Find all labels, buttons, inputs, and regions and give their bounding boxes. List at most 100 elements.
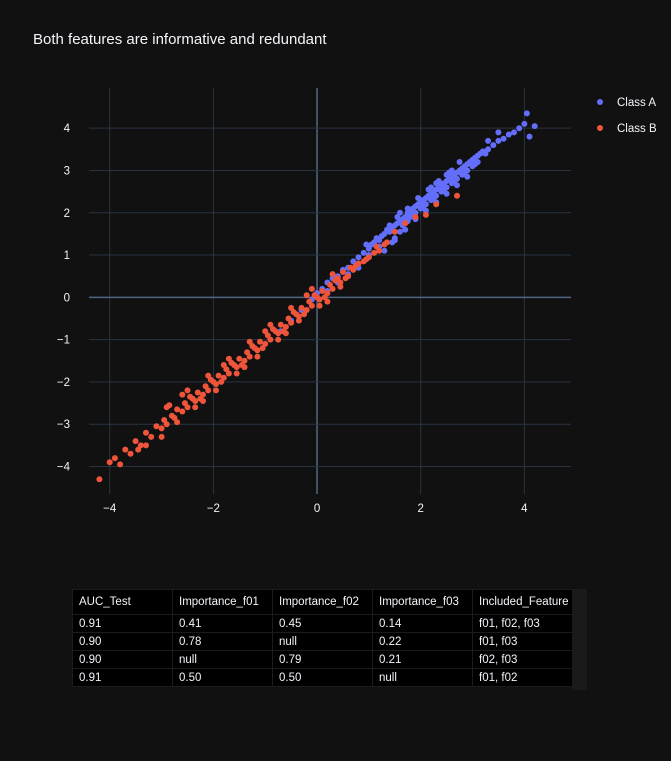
y-tick-label: −1 <box>57 335 70 347</box>
data-point <box>257 338 263 345</box>
legend-marker-class-b <box>597 125 603 131</box>
legend[interactable]: Class A Class B <box>597 97 657 135</box>
table-cell: f01, f02 <box>472 668 573 687</box>
data-point <box>277 321 284 328</box>
data-point <box>275 336 282 343</box>
legend-item-class-b[interactable]: Class B <box>597 123 657 135</box>
y-axis-ticks: −4 −3 −2 −1 0 1 2 3 4 <box>57 123 71 473</box>
data-point <box>246 353 253 360</box>
data-point <box>511 129 517 136</box>
data-point <box>163 421 170 428</box>
data-point <box>332 277 339 284</box>
data-point <box>531 123 538 130</box>
table-cell: 0.41 <box>172 614 273 633</box>
data-point <box>192 404 199 411</box>
data-point <box>340 269 346 275</box>
table-cell: 0.90 <box>72 632 173 651</box>
legend-label-class-b: Class B <box>617 123 657 135</box>
data-point <box>329 285 336 292</box>
data-point <box>295 313 302 320</box>
grid <box>89 88 571 494</box>
data-point <box>386 222 393 229</box>
data-point <box>435 178 442 184</box>
legend-item-class-a[interactable]: Class A <box>597 97 656 109</box>
data-point <box>303 292 310 299</box>
data-point <box>295 317 302 324</box>
y-tick-label: −4 <box>57 462 71 474</box>
data-point <box>412 214 419 220</box>
data-point <box>106 459 113 466</box>
chart-title: Both features are informative and redund… <box>33 31 327 48</box>
header-auc-test: AUC_Test <box>72 589 173 615</box>
data-point <box>355 254 362 261</box>
data-point <box>433 201 440 208</box>
data-point <box>391 228 398 235</box>
table-cell: f01, f02, f03 <box>472 614 573 633</box>
scatter-points <box>96 110 538 483</box>
data-point <box>225 355 232 362</box>
data-point <box>402 220 409 227</box>
data-point <box>220 362 227 368</box>
data-point <box>451 178 458 184</box>
data-point <box>236 355 243 362</box>
table-cell: 0.21 <box>372 650 473 669</box>
data-point <box>311 292 318 299</box>
data-point <box>267 336 274 343</box>
data-point <box>308 302 315 309</box>
data-point <box>213 387 219 394</box>
data-point <box>526 133 533 140</box>
data-point <box>197 395 204 402</box>
table-cell: 0.50 <box>172 668 273 687</box>
data-point <box>381 247 388 254</box>
x-tick-label: −2 <box>207 503 220 515</box>
data-point <box>371 249 378 256</box>
data-point <box>342 275 349 282</box>
series-class-b <box>96 192 460 483</box>
x-tick-label: 2 <box>417 503 423 515</box>
data-point <box>127 450 134 457</box>
data-point <box>324 298 331 305</box>
data-point <box>446 169 453 176</box>
table-cell: 0.50 <box>272 668 373 687</box>
data-point <box>275 330 282 337</box>
data-point <box>225 370 232 377</box>
data-point <box>215 372 222 379</box>
table-cell: 0.91 <box>72 614 173 633</box>
data-point <box>485 146 492 153</box>
data-point <box>454 192 460 199</box>
data-point <box>213 381 219 387</box>
data-point <box>373 235 380 242</box>
data-point <box>352 262 359 269</box>
data-point <box>394 214 401 220</box>
table-row: 0.90 0.78 null 0.22 f01, f03 <box>72 632 573 651</box>
y-tick-label: −2 <box>57 377 70 389</box>
data-point <box>316 302 323 309</box>
data-point <box>205 387 212 394</box>
data-point <box>472 161 479 168</box>
data-point <box>420 203 427 210</box>
data-point <box>117 461 124 468</box>
data-point <box>495 129 502 136</box>
x-tick-label: 0 <box>314 503 320 515</box>
data-point <box>122 446 129 453</box>
data-point <box>158 425 165 432</box>
data-point <box>158 433 165 440</box>
data-point <box>192 398 199 404</box>
data-point <box>495 137 502 144</box>
data-point <box>179 391 186 398</box>
data-point <box>490 142 497 149</box>
data-point <box>174 406 181 413</box>
data-point <box>456 159 463 165</box>
table-row: 0.91 0.50 0.50 null f01, f02 <box>72 668 573 687</box>
data-point <box>363 256 370 263</box>
table-scroll-area[interactable] <box>572 589 587 690</box>
data-point <box>505 131 512 138</box>
data-point <box>363 241 370 248</box>
data-point <box>233 370 240 377</box>
data-point <box>233 364 240 371</box>
data-point <box>500 135 507 142</box>
data-point <box>516 125 523 132</box>
table-cell: 0.78 <box>172 632 273 651</box>
data-point <box>430 195 437 201</box>
data-point <box>397 228 403 235</box>
